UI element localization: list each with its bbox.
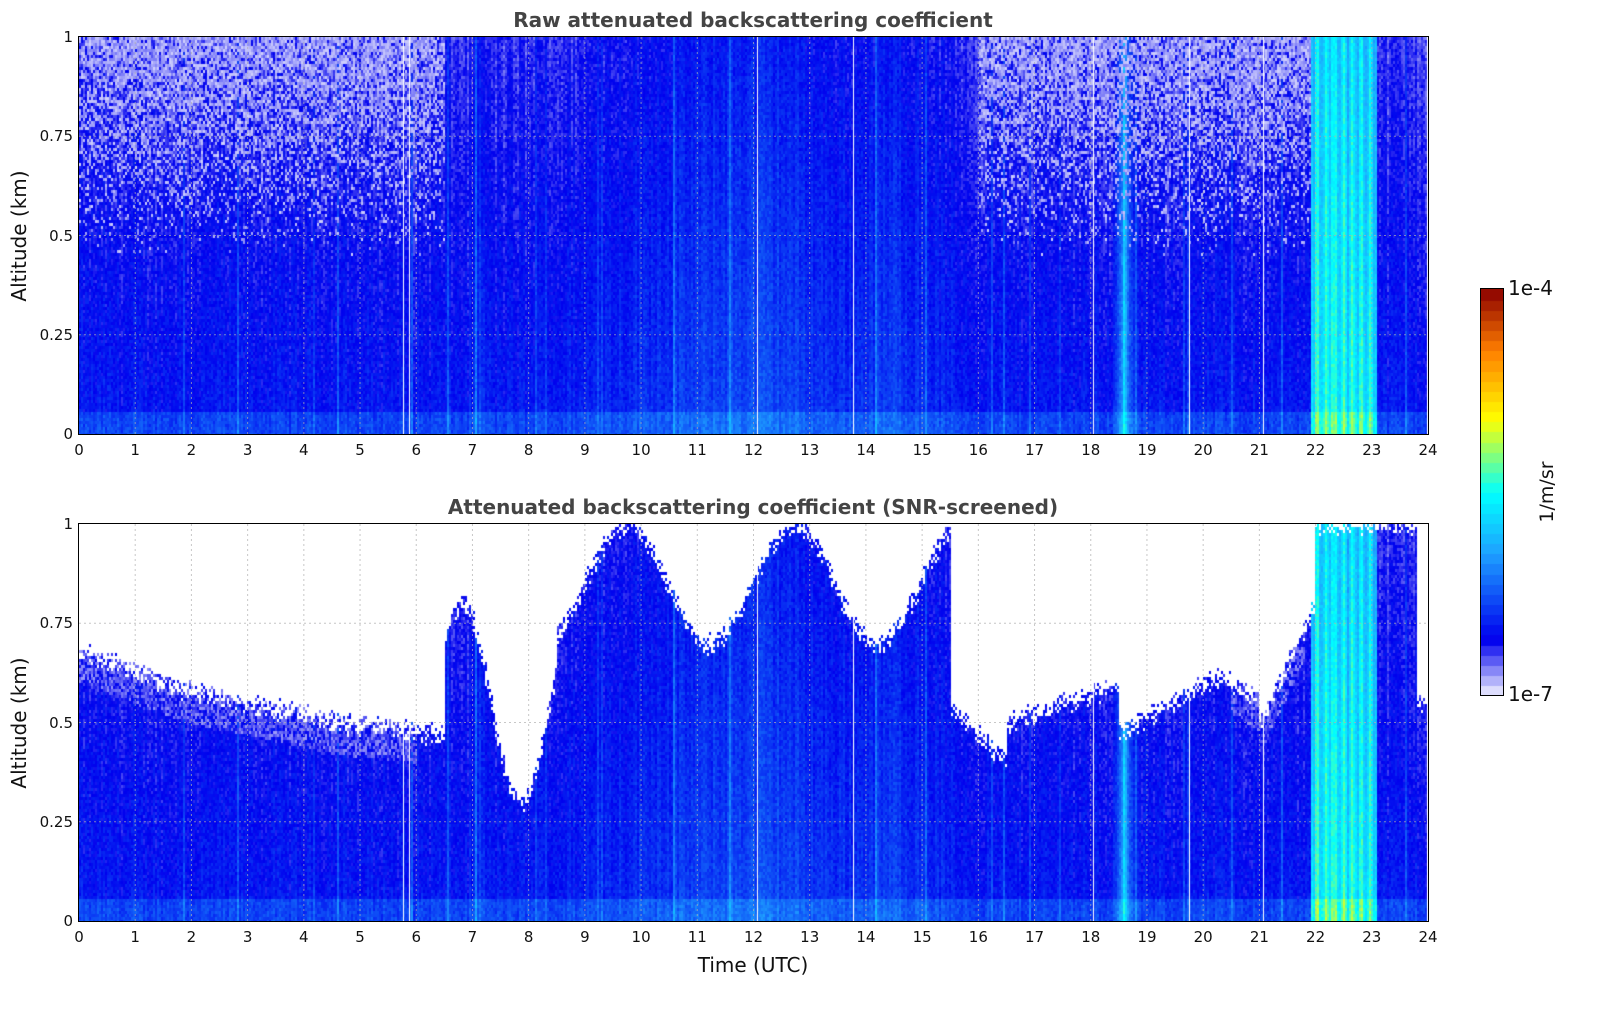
x-tick-label: 3 [242,441,253,459]
x-tick-label: 21 [1249,441,1269,459]
y-tick-label: 0.5 [49,226,73,245]
x-tick-label: 22 [1306,441,1326,459]
x-tick-label: 9 [580,441,590,459]
x-tick-label: 9 [580,928,590,946]
x-tick-label: 3 [242,928,253,946]
y-tick-label: 1 [63,28,73,46]
bottom-y-axis-label: Altitude (km) [7,657,31,789]
y-tick-label: 0 [63,425,73,443]
x-tick-label: 7 [467,441,478,459]
x-tick-label: 4 [299,441,309,459]
x-tick-label: 12 [743,928,764,946]
y-tick-label: 0 [63,912,73,930]
colorbar-max-label: 1e-4 [1508,276,1553,300]
x-tick-label: 0 [74,928,84,946]
colorbar-min-label: 1e-7 [1508,682,1553,706]
x-tick-label: 10 [631,441,651,459]
x-tick-label: 16 [968,441,988,459]
x-tick-label: 10 [631,928,651,946]
top-chart-title: Raw attenuated backscattering coefficien… [513,8,993,32]
x-tick-label: 14 [856,441,876,459]
top-grid [79,37,1428,434]
x-tick-label: 14 [856,928,876,946]
x-tick-label: 2 [186,441,197,459]
y-tick-label: 0.5 [49,713,73,732]
x-tick-label: 20 [1193,441,1213,459]
x-tick-label: 22 [1306,928,1326,946]
x-tick-label: 11 [687,441,707,459]
x-tick-label: 4 [299,928,309,946]
x-tick-label: 1 [130,441,140,459]
x-tick-label: 18 [1081,928,1101,946]
y-tick-label: 0.75 [39,614,73,633]
x-tick-label: 13 [800,441,820,459]
x-tick-label: 7 [467,928,478,946]
bottom-plot-frame [78,523,1429,922]
x-tick-label: 24 [1418,928,1438,946]
x-tick-label: 17 [1024,928,1045,946]
x-tick-label: 8 [523,928,534,946]
x-tick-label: 18 [1081,441,1101,459]
x-tick-label: 13 [800,928,820,946]
x-tick-label: 16 [968,928,988,946]
y-tick-label: 0.25 [39,325,73,344]
top-y-axis-label: Altitude (km) [7,170,31,302]
x-tick-label: 0 [74,441,84,459]
x-tick-label: 15 [912,441,932,459]
bottom-x-axis-label: Time (UTC) [697,953,809,977]
colorbar-unit-label: 1/m/sr [1536,461,1558,523]
x-tick-label: 23 [1362,441,1382,459]
x-tick-label: 1 [130,928,140,946]
x-tick-label: 23 [1362,928,1382,946]
x-tick-label: 5 [355,928,365,946]
x-tick-label: 24 [1418,441,1438,459]
x-tick-label: 15 [912,928,932,946]
x-tick-label: 2 [186,928,197,946]
top-plot-frame [78,36,1429,435]
bottom-chart-title: Attenuated backscattering coefficient (S… [447,495,1059,519]
x-tick-label: 5 [355,441,365,459]
x-tick-label: 8 [523,441,534,459]
bottom-grid [79,524,1428,921]
x-tick-label: 11 [687,928,707,946]
x-tick-label: 20 [1193,928,1213,946]
colorbar-gradient [1480,288,1504,696]
x-tick-label: 6 [411,928,422,946]
y-tick-label: 0.75 [39,127,73,146]
x-tick-label: 12 [743,441,764,459]
x-tick-label: 19 [1137,928,1157,946]
x-tick-label: 6 [411,441,422,459]
x-tick-label: 21 [1249,928,1269,946]
x-tick-label: 17 [1024,441,1045,459]
y-tick-label: 0.25 [39,812,73,831]
x-tick-label: 19 [1137,441,1157,459]
y-tick-label: 1 [63,515,73,533]
